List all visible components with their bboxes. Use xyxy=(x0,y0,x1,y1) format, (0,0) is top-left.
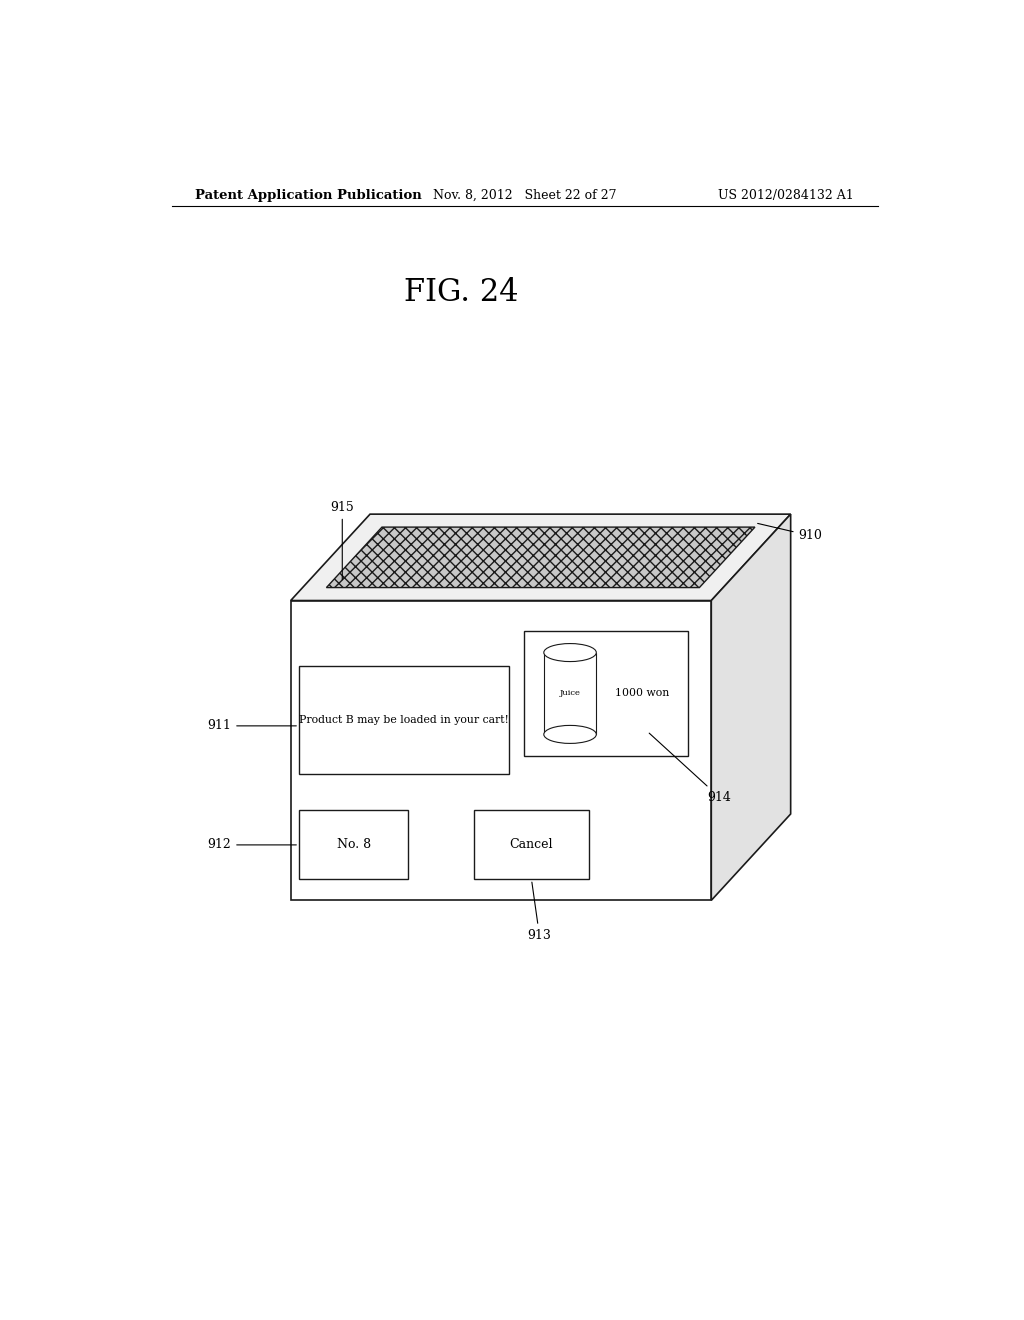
Text: FIG. 24: FIG. 24 xyxy=(404,277,518,308)
Text: 914: 914 xyxy=(649,733,731,804)
Polygon shape xyxy=(327,527,755,587)
Text: Patent Application Publication: Patent Application Publication xyxy=(196,189,422,202)
Text: Juice: Juice xyxy=(560,689,581,697)
Text: No. 8: No. 8 xyxy=(337,838,371,851)
Text: 915: 915 xyxy=(331,500,354,579)
Text: 912: 912 xyxy=(208,838,296,851)
Text: Product B may be loaded in your cart!: Product B may be loaded in your cart! xyxy=(299,715,509,726)
Text: 910: 910 xyxy=(758,524,822,543)
Bar xyxy=(524,631,688,756)
Text: 913: 913 xyxy=(527,882,551,941)
Polygon shape xyxy=(712,515,791,900)
Ellipse shape xyxy=(544,644,596,661)
Polygon shape xyxy=(291,601,712,900)
Text: 1000 won: 1000 won xyxy=(615,689,670,698)
Bar xyxy=(299,810,409,879)
Text: 911: 911 xyxy=(207,719,296,733)
Polygon shape xyxy=(291,515,791,601)
Bar xyxy=(544,652,596,734)
Text: Nov. 8, 2012   Sheet 22 of 27: Nov. 8, 2012 Sheet 22 of 27 xyxy=(433,189,616,202)
Ellipse shape xyxy=(544,726,596,743)
Bar xyxy=(474,810,590,879)
Text: US 2012/0284132 A1: US 2012/0284132 A1 xyxy=(719,189,854,202)
Bar xyxy=(299,667,509,775)
Text: Cancel: Cancel xyxy=(510,838,553,851)
